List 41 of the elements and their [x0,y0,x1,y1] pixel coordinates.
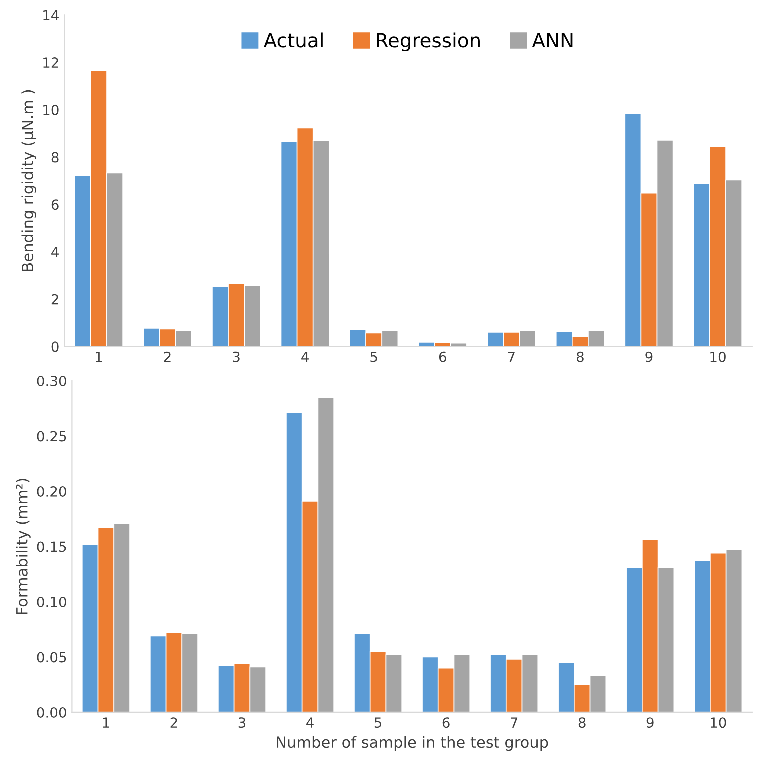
x-tick-label: 2 [164,352,171,362]
x-tick-label: 7 [511,718,518,728]
y-tick-label: 0.25 [37,431,66,442]
x-tick-label: 4 [306,718,314,728]
y-tick-label: 14 [44,10,59,21]
x-tick-label: 8 [576,352,584,362]
y-tick-label: 12 [44,58,58,68]
y-tick-label: 0.05 [37,652,66,663]
x-tick-label: 10 [710,352,726,362]
x-tick-label: 5 [370,352,378,362]
x-tick-label: 6 [439,352,446,362]
x-tick-label: 6 [442,718,450,728]
y-axis-title: Formability (mm²) [16,479,31,614]
x-tick-label: 3 [238,718,246,728]
y-tick-label: 2 [52,294,58,305]
x-tick-label: 9 [646,352,653,362]
x-tick-label: 10 [711,718,726,728]
y-tick-label: 0.00 [37,707,66,718]
x-tick-label: 9 [646,718,654,728]
x-tick-label: 1 [103,718,110,728]
legend-label: Actual [264,32,323,48]
x-tick-label: 3 [233,352,240,362]
legend-label: Regression [377,32,480,52]
y-tick-label: 0.10 [37,596,66,608]
x-tick-label: 7 [508,352,515,362]
y-tick-label: 0.20 [37,486,66,497]
x-tick-label: 5 [374,718,382,728]
y-tick-label: 0 [52,342,59,352]
y-tick-label: 4 [52,247,59,258]
y-tick-label: 8 [52,152,59,163]
y-axis-title: Bending rigidity (µN.m ) [22,90,37,272]
x-tick-label: 1 [96,352,102,362]
y-tick-label: 0.30 [37,376,66,386]
x-tick-label: 2 [170,718,178,728]
legend-label: ANN [532,33,573,48]
y-tick-label: 6 [52,200,59,210]
x-axis-title: Number of sample in the test group [277,736,548,752]
x-tick-label: 8 [578,718,586,728]
y-tick-label: 10 [44,104,59,116]
y-tick-label: 0.15 [37,542,66,552]
x-tick-label: 4 [302,352,309,362]
